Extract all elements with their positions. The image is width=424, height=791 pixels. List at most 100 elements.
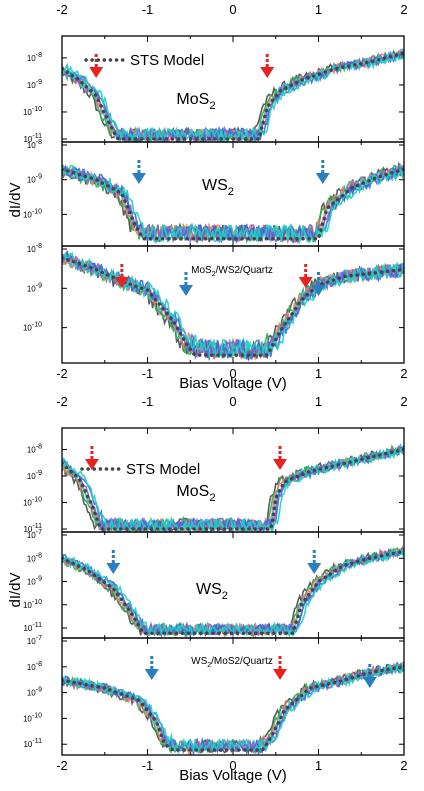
y-tick-label: 10-9 xyxy=(27,174,42,185)
conduction-band-arrow-head xyxy=(298,277,313,288)
bottom-x-tick-label: 2 xyxy=(400,366,407,381)
conduction-band-arrow xyxy=(315,160,330,184)
panel-label-main: MoS xyxy=(176,91,209,108)
y-tick-label: 10-7 xyxy=(27,635,42,646)
y-tick-exponent: -8 xyxy=(36,552,42,559)
valence-band-arrow-head xyxy=(114,277,129,288)
valence-band-arrow xyxy=(106,550,121,574)
valence-band-arrow xyxy=(89,54,104,78)
panel-label-subscript: 2 xyxy=(228,186,234,198)
valence-band-arrow-2 xyxy=(178,272,193,296)
panel-label: WS2 xyxy=(196,581,228,602)
valence-band-arrow-2-head xyxy=(178,285,193,296)
y-tick-exponent: -8 xyxy=(36,52,42,59)
sts-model-curve xyxy=(62,665,404,752)
valence-band-arrow-head xyxy=(144,669,159,680)
top-x-tick-label: -2 xyxy=(56,2,68,17)
y-tick-exponent: -11 xyxy=(32,622,42,629)
panel-frame xyxy=(61,427,405,533)
measured-curve xyxy=(62,445,404,532)
panel-frame xyxy=(61,245,405,364)
measured-curve xyxy=(62,164,404,245)
y-tick-exponent: -8 xyxy=(36,661,42,668)
conduction-band-arrow-head xyxy=(273,459,288,470)
sts-model-curve xyxy=(62,167,404,241)
x-axis-title: Bias Voltage (V) xyxy=(179,375,287,392)
top-x-tick-label: 1 xyxy=(315,394,322,409)
y-tick-exponent: -8 xyxy=(36,243,42,250)
measured-curves xyxy=(62,661,404,755)
y-tick-exponent: -10 xyxy=(32,322,42,329)
valence-band-arrow-2 xyxy=(362,664,377,688)
y-tick-label: 10-11 xyxy=(23,133,42,144)
conduction-band-arrow-head xyxy=(260,67,275,78)
y-tick-label: 10-9 xyxy=(27,687,42,698)
measured-curve xyxy=(62,446,404,532)
panel-label-tail: /MoS2/Quartz xyxy=(211,656,273,667)
legend: STS Model xyxy=(84,52,204,69)
measured-curves xyxy=(62,443,404,532)
y-axis-title: dI/dV xyxy=(7,572,24,607)
valence-band-arrow-head xyxy=(131,173,146,184)
y-tick-label: 10-10 xyxy=(23,322,42,333)
panel-1-3: 10-10 10-9 10-8 MoS2/WS2/Quartz xyxy=(23,243,405,364)
y-tick-label: 10-9 xyxy=(27,470,42,481)
panel-2-2: 10-11 10-10 10-9 10-8 10-7 WS2 xyxy=(23,529,405,639)
bottom-x-tick-label: 2 xyxy=(400,758,407,773)
y-tick-exponent: -7 xyxy=(36,635,42,642)
y-tick-exponent: -10 xyxy=(32,497,42,504)
y-tick-label: 10-7 xyxy=(27,529,42,540)
panel-label: WS2/MoS2/Quartz xyxy=(191,656,273,669)
conduction-band-arrow-2-head xyxy=(311,285,326,296)
bottom-x-tick-label: 1 xyxy=(315,366,322,381)
sts-model-curve xyxy=(62,549,404,635)
panel-label-subscript: 2 xyxy=(212,271,216,278)
conduction-band-arrow-head xyxy=(307,563,322,574)
y-tick-exponent: -10 xyxy=(32,106,42,113)
panel-label: MoS2 xyxy=(176,483,215,504)
y-tick-exponent: -9 xyxy=(36,687,42,694)
panel-frame xyxy=(61,637,405,756)
y-tick-label: 10-8 xyxy=(27,552,42,563)
y-tick-label: 10-10 xyxy=(23,208,42,219)
panel-label: WS2 xyxy=(202,177,234,198)
conduction-band-arrow xyxy=(260,54,275,78)
top-x-tick-label: 2 xyxy=(400,394,407,409)
y-tick-label: 10-8 xyxy=(27,52,42,63)
y-tick-exponent: -7 xyxy=(36,529,42,536)
y-tick-exponent: -9 xyxy=(36,470,42,477)
y-tick-exponent: -10 xyxy=(32,208,42,215)
panel-label: MoS2/WS2/Quartz xyxy=(191,265,273,278)
top-x-tick-label: 0 xyxy=(229,2,236,17)
conduction-band-arrow xyxy=(273,656,288,680)
y-tick-exponent: -11 xyxy=(32,133,42,140)
panel-1-1: 10-11 10-10 10-9 10-8 MoS2 xyxy=(23,35,405,144)
valence-band-arrow-head xyxy=(84,459,99,470)
y-tick-exponent: -9 xyxy=(36,79,42,86)
conduction-band-arrow xyxy=(273,446,288,470)
top-x-tick-label: 0 xyxy=(229,394,236,409)
top-x-tick-label: 2 xyxy=(400,2,407,17)
measured-curves xyxy=(62,48,404,142)
bottom-x-tick-label: 0 xyxy=(229,366,236,381)
y-tick-label: 10-10 xyxy=(23,497,42,508)
y-tick-label: 10-9 xyxy=(27,79,42,90)
y-tick-exponent: -9 xyxy=(36,282,42,289)
y-tick-exponent: -9 xyxy=(36,174,42,181)
panel-label-main: WS xyxy=(191,656,207,667)
panel-label-main: WS xyxy=(196,581,222,598)
y-tick-exponent: -11 xyxy=(32,738,42,745)
y-tick-exponent: -8 xyxy=(36,139,42,146)
measured-curves xyxy=(62,161,404,245)
y-tick-label: 10-8 xyxy=(27,444,42,455)
y-tick-label: 10-10 xyxy=(23,106,42,117)
measured-curves xyxy=(62,544,404,638)
panel-label: MoS2 xyxy=(176,91,215,112)
bottom-x-tick-label: 0 xyxy=(229,758,236,773)
conduction-band-arrow-head xyxy=(315,173,330,184)
top-x-tick-label: -1 xyxy=(142,2,154,17)
legend: STS Model xyxy=(80,461,200,478)
